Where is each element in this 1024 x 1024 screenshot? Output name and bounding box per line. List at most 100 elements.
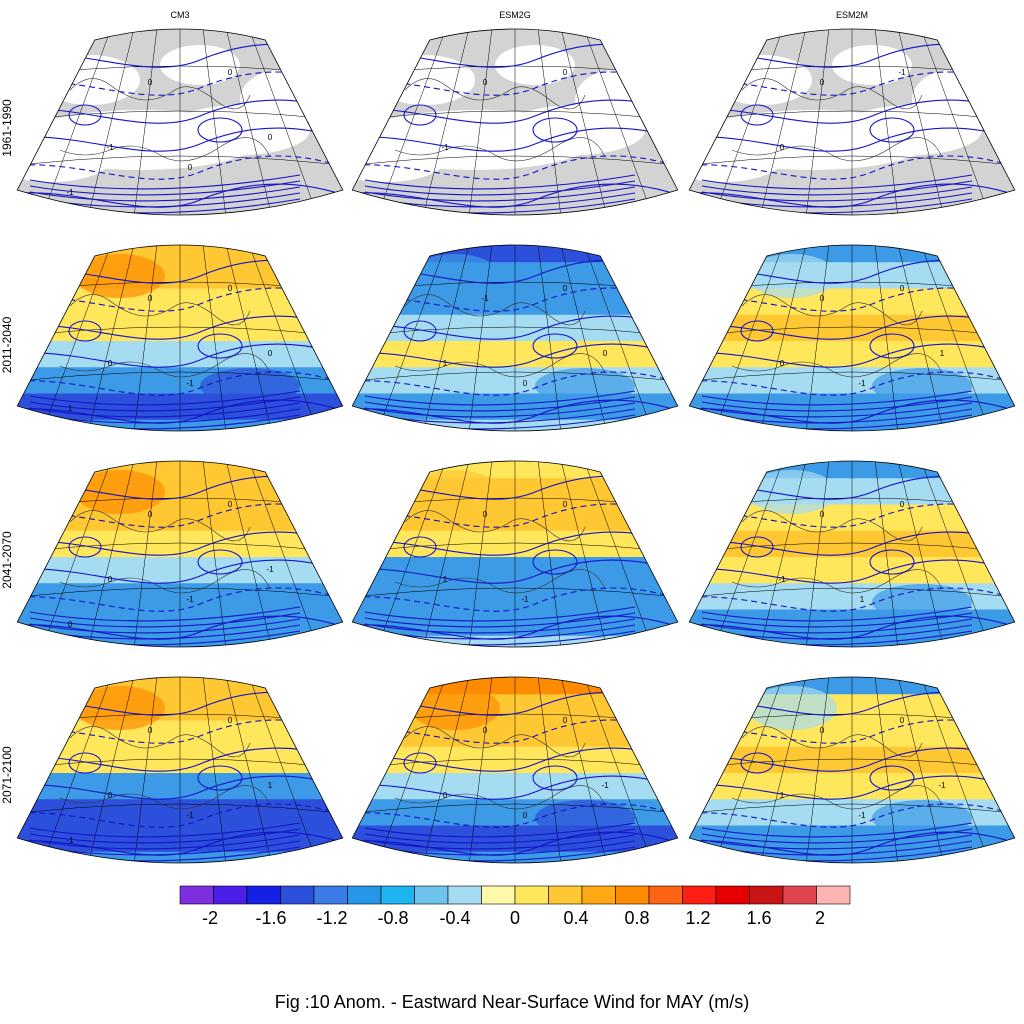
column-title-esm2g: ESM2G [499, 10, 531, 20]
map-panel-r3-c2: 0 0 1 -1 -1 [688, 676, 1016, 864]
wind-contour [364, 618, 636, 634]
contour-label: -1 [186, 379, 194, 388]
contour-label: 0 [228, 716, 233, 725]
coastline [394, 569, 606, 594]
coastline [741, 726, 923, 758]
row-label-1961-1990: 1961-1990 [0, 99, 14, 157]
anomaly-band [689, 694, 1015, 722]
contour-label: 0 [563, 68, 568, 77]
meridian-line [464, 245, 494, 431]
anomaly-band [689, 245, 1015, 264]
colorbar-tick-label: 0 [510, 908, 520, 928]
colorbar-swatch [213, 885, 248, 905]
coastline [69, 294, 251, 326]
colorbar-swatch [280, 885, 315, 905]
wind-contour [364, 828, 636, 844]
map-panel-border [351, 460, 679, 648]
map-panel-r2-c0: 0 0 0 -1 -1 0 [16, 460, 344, 648]
meridian-line [801, 245, 831, 431]
contour-label: -1 [938, 781, 946, 790]
contour-label: 0 [900, 284, 905, 293]
low-anomaly-patch [352, 138, 445, 182]
colorbar-swatch [179, 885, 214, 905]
colorbar-swatch [514, 885, 549, 905]
map-panel-r3-c1: 0 0 0 0 -1 [351, 676, 679, 864]
anomaly-band [17, 694, 343, 722]
contour-label: -1 [186, 595, 194, 604]
colorbar-tick-label: -2 [202, 908, 218, 928]
meridian-line [801, 461, 831, 647]
colorbar-tick-label: 1.6 [746, 908, 771, 928]
meridian-line [201, 461, 231, 647]
wind-contour [364, 822, 636, 838]
contour-label: 0 [108, 359, 113, 368]
coastline [404, 78, 586, 110]
colorbar-swatch [615, 885, 650, 905]
colorbar-tick-label: 2 [815, 908, 825, 928]
anomaly-band [689, 677, 1015, 696]
wind-contour [197, 333, 243, 359]
wind-contour [869, 333, 915, 359]
contour-label: 0 [483, 726, 488, 735]
colorbar-tick-label: 0.8 [624, 908, 649, 928]
anomaly-blob [75, 686, 165, 730]
wind-contour [17, 803, 343, 831]
contour-label: 0 [228, 68, 233, 77]
colorbar [179, 885, 851, 905]
map-panel-border [351, 28, 679, 216]
wind-contour [403, 536, 437, 558]
colorbar-swatch [447, 885, 482, 905]
low-anomaly-patch [712, 55, 812, 105]
wind-contour [532, 117, 578, 143]
anomaly-band [689, 461, 1015, 480]
wind-contour [352, 587, 678, 615]
anomaly-blob [747, 254, 837, 298]
coastline [394, 353, 606, 378]
map-panel-border [351, 676, 679, 864]
colorbar-tick-label: -0.8 [377, 908, 408, 928]
colorbar-swatch [749, 885, 784, 905]
wind-contour [689, 155, 1015, 183]
anomaly-band [689, 262, 1015, 290]
coastline [731, 353, 943, 378]
wind-contour [532, 333, 578, 359]
parallel-line [17, 155, 343, 171]
contour-label: -1 [898, 68, 906, 77]
meridian-line [201, 245, 231, 431]
parallel-line [352, 803, 678, 819]
anomaly-band [689, 478, 1015, 506]
contour-label: -1 [66, 188, 74, 197]
coastline [741, 510, 923, 542]
wind-contour [701, 618, 973, 634]
wind-contour [364, 606, 636, 622]
meridian-line [464, 461, 494, 647]
contour-label: 0 [900, 500, 905, 509]
colorbar-tick-label: -1.6 [255, 908, 286, 928]
wind-contour [869, 765, 915, 791]
wind-contour [869, 549, 915, 575]
meridian-line [464, 29, 494, 215]
anomaly-band [17, 851, 343, 863]
contour-label: -1 [186, 811, 194, 820]
map-panel-border [16, 460, 344, 648]
meridian-line [201, 677, 231, 863]
map-panel-r1-c0: 0 0 0 -1 0 1 [16, 244, 344, 432]
parallel-line [17, 587, 343, 603]
contour-label: 0 [603, 349, 608, 358]
map-panels: 00-100-100-10-10000-101-10100000-11000-1… [16, 28, 1016, 864]
coastline [741, 78, 923, 110]
meridian-line [536, 245, 566, 431]
figure-caption: Fig :10 Anom. - Eastward Near-Surface Wi… [275, 992, 749, 1012]
meridian-line [536, 677, 566, 863]
wind-contour [740, 752, 774, 774]
contour-label: 0 [188, 163, 193, 172]
anomaly-band [17, 461, 343, 480]
meridian-line [873, 461, 903, 647]
coastline [59, 353, 271, 378]
anomaly-band [689, 314, 1015, 342]
map-panel-r2-c1: 0 0 1 -1 [351, 460, 679, 648]
colorbar-tick-labels: -2 -1.6 -1.2 -0.8 -0.4 0 0.4 0.8 1.2 1.6… [202, 908, 825, 928]
wind-contour [29, 180, 301, 196]
meridian-line [873, 677, 903, 863]
contour-label: 0 [563, 716, 568, 725]
